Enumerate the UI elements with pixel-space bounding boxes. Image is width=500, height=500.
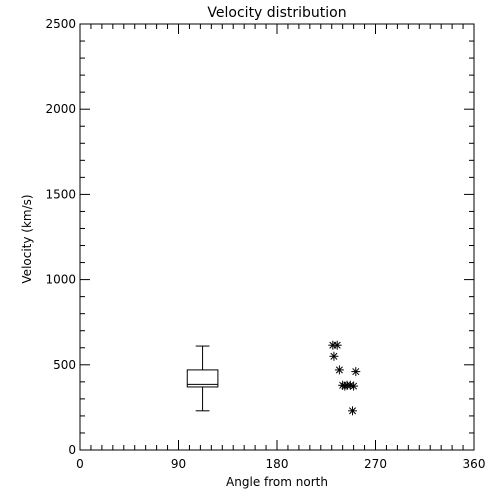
y-tick-label: 500	[53, 358, 76, 372]
data-point-stroke	[335, 366, 343, 374]
y-tick-label: 2500	[45, 17, 76, 31]
data-point-stroke	[333, 341, 341, 349]
data-point	[334, 365, 344, 375]
x-axis-label: Angle from north	[226, 475, 328, 489]
boxplot-box	[186, 369, 219, 388]
x-tick-label: 90	[171, 457, 186, 471]
y-tick-label: 1500	[45, 187, 76, 201]
data-point-stroke	[352, 368, 360, 376]
x-tick-label: 270	[364, 457, 387, 471]
chart-title: Velocity distribution	[207, 5, 346, 21]
y-tick-label: 0	[68, 443, 76, 457]
data-point	[332, 340, 342, 350]
data-point-stroke	[341, 382, 349, 390]
data-point	[329, 351, 339, 361]
data-point	[351, 367, 361, 377]
data-point-stroke	[346, 381, 354, 389]
data-point-stroke	[350, 382, 358, 390]
data-point	[340, 381, 350, 391]
data-point	[349, 381, 359, 391]
data-point-stroke	[348, 407, 357, 415]
x-tick-label: 180	[266, 457, 289, 471]
y-tick-label: 1000	[45, 273, 76, 287]
plot-frame	[79, 23, 475, 451]
x-tick-label: 0	[76, 457, 84, 471]
axis-ticks: 0 90 180 270 360 0 500 1000 1500 2000 2500	[45, 17, 485, 471]
x-tick-label: 360	[463, 457, 486, 471]
data-marks	[186, 340, 361, 416]
y-axis-label: Velocity (km/s)	[20, 194, 34, 283]
data-point	[348, 406, 358, 416]
y-tick-label: 2000	[45, 102, 76, 116]
data-point-stroke	[330, 352, 338, 360]
